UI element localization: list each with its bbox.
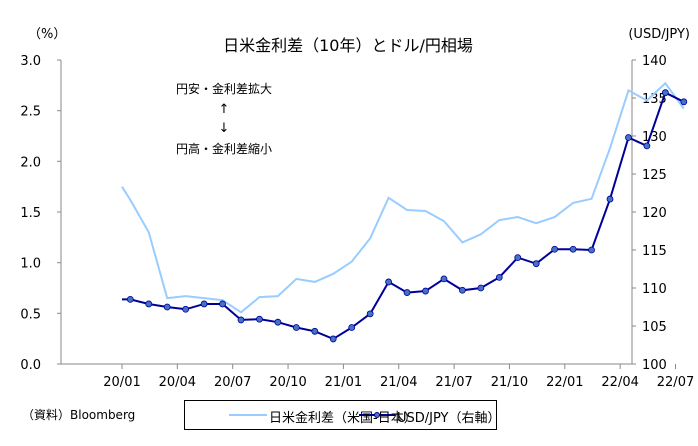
right-tick-label: 125 [642, 168, 667, 183]
usdjpy-point [385, 278, 393, 286]
usdjpy-point [606, 195, 614, 203]
usdjpy-point [514, 254, 522, 262]
x-tick-label: 21/07 [435, 375, 472, 390]
usdjpy-point [569, 245, 577, 253]
right-tick-label: 140 [642, 54, 667, 69]
usdjpy-point [237, 316, 245, 324]
series-line-0 [121, 81, 685, 314]
usdjpy-point [274, 318, 282, 326]
x-tick-label: 20/04 [159, 375, 196, 390]
x-tick-label: 20/01 [103, 375, 140, 390]
x-tick-label: 22/07 [657, 375, 694, 390]
left-tick-label: 1.0 [20, 257, 41, 272]
usdjpy-point [329, 335, 337, 343]
usdjpy-point [200, 300, 208, 308]
usdjpy-point [625, 134, 632, 141]
arrow-down-icon: ↓ [219, 121, 230, 136]
usdjpy-point [163, 303, 171, 311]
chart-title: 日米金利差（10年）とドル/円相場 [223, 36, 473, 55]
right-tick-label: 100 [642, 358, 667, 373]
usdjpy-point [551, 245, 559, 253]
left-tick-label: 1.5 [20, 206, 41, 221]
usdjpy-point [588, 246, 595, 254]
right-tick-label: 105 [642, 320, 667, 335]
usdjpy-point [126, 295, 134, 303]
arrow-up-icon: ↑ [219, 102, 230, 117]
x-tick-label: 20/07 [214, 375, 251, 390]
usdjpy-point [440, 275, 448, 283]
usdjpy-point [292, 324, 300, 331]
usdjpy-point [182, 305, 190, 313]
usdjpy-point [477, 284, 485, 292]
usdjpy-point [219, 300, 226, 308]
right-tick-label: 115 [642, 244, 667, 259]
right-tick-label: 135 [642, 92, 667, 107]
right-tick-label: 120 [642, 206, 667, 221]
right-tick-label: 110 [642, 282, 667, 297]
usdjpy-point [532, 260, 540, 268]
x-tick-label: 21/04 [380, 375, 417, 390]
usdjpy-point [422, 287, 429, 295]
usdjpy-point [348, 324, 356, 331]
x-tick-label: 22/04 [601, 375, 638, 390]
legend-label-spread: 日米金利差（米国-日本） [269, 411, 417, 426]
left-tick-label: 2.0 [20, 155, 41, 170]
x-tick-label: 21/01 [325, 375, 362, 390]
legend-label-usdjpy: USD/JPY（右軸） [397, 411, 501, 426]
usdjpy-point [311, 327, 319, 335]
left-tick-label: 2.5 [20, 105, 41, 120]
annotation-up: 円安・金利差拡大 [176, 81, 272, 96]
left-tick-label: 0.0 [20, 358, 41, 373]
left-tick-label: 0.5 [20, 307, 41, 322]
right-axis-unit: (USD/JPY) [628, 27, 690, 42]
x-tick-label: 20/10 [269, 375, 306, 390]
usdjpy-point [403, 289, 411, 296]
usdjpy-point [643, 142, 651, 150]
annotation-down: 円高・金利差縮小 [176, 141, 272, 156]
usdjpy-point [459, 286, 466, 294]
usdjpy-point [366, 310, 374, 318]
usdjpy-point [680, 98, 688, 106]
x-tick-label: 22/01 [546, 375, 583, 390]
legend-marker-usdjpy [374, 412, 380, 418]
legend: 日米金利差（米国-日本） USD/JPY（右軸） [184, 400, 501, 430]
usdjpy-point [145, 300, 153, 308]
x-tick-label: 21/10 [491, 375, 528, 390]
left-tick-label: 3.0 [20, 54, 41, 69]
usdjpy-point [495, 273, 503, 281]
source-note: （資料）Bloomberg [22, 408, 136, 422]
usdjpy-point [661, 89, 669, 97]
usdjpy-point [256, 315, 263, 323]
left-axis-unit: （%） [28, 27, 66, 42]
